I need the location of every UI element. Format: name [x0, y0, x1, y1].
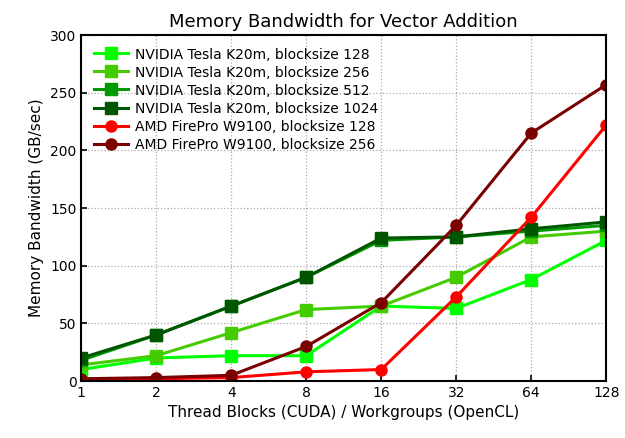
AMD FirePro W9100, blocksize 128 [78, 377, 85, 382]
AMD FirePro W9100, blocksize 256 [228, 373, 235, 378]
NVIDIA Tesla K20m, blocksize 1024 [378, 235, 385, 240]
NVIDIA Tesla K20m, blocksize 128 [378, 304, 385, 309]
NVIDIA Tesla K20m, blocksize 256 [602, 229, 610, 234]
NVIDIA Tesla K20m, blocksize 512 [228, 304, 235, 309]
AMD FirePro W9100, blocksize 128 [152, 376, 160, 381]
Line: NVIDIA Tesla K20m, blocksize 256: NVIDIA Tesla K20m, blocksize 256 [76, 226, 612, 371]
AMD FirePro W9100, blocksize 128 [452, 294, 460, 300]
Y-axis label: Memory Bandwidth (GB/sec): Memory Bandwidth (GB/sec) [29, 99, 44, 318]
NVIDIA Tesla K20m, blocksize 128 [78, 367, 85, 372]
AMD FirePro W9100, blocksize 128 [602, 122, 610, 127]
NVIDIA Tesla K20m, blocksize 256 [302, 307, 310, 312]
NVIDIA Tesla K20m, blocksize 128 [302, 353, 310, 358]
NVIDIA Tesla K20m, blocksize 128 [602, 238, 610, 243]
NVIDIA Tesla K20m, blocksize 128 [228, 353, 235, 358]
NVIDIA Tesla K20m, blocksize 512 [302, 275, 310, 280]
NVIDIA Tesla K20m, blocksize 1024 [228, 304, 235, 309]
NVIDIA Tesla K20m, blocksize 256 [78, 362, 85, 367]
AMD FirePro W9100, blocksize 256 [78, 376, 85, 381]
AMD FirePro W9100, blocksize 128 [378, 367, 385, 372]
AMD FirePro W9100, blocksize 128 [302, 369, 310, 374]
NVIDIA Tesla K20m, blocksize 512 [78, 358, 85, 363]
AMD FirePro W9100, blocksize 128 [528, 215, 535, 220]
NVIDIA Tesla K20m, blocksize 128 [452, 306, 460, 311]
NVIDIA Tesla K20m, blocksize 1024 [452, 234, 460, 240]
NVIDIA Tesla K20m, blocksize 256 [528, 234, 535, 240]
AMD FirePro W9100, blocksize 256 [602, 82, 610, 87]
NVIDIA Tesla K20m, blocksize 512 [602, 223, 610, 228]
AMD FirePro W9100, blocksize 256 [528, 131, 535, 136]
AMD FirePro W9100, blocksize 128 [228, 375, 235, 380]
Line: AMD FirePro W9100, blocksize 128: AMD FirePro W9100, blocksize 128 [76, 120, 612, 385]
Title: Memory Bandwidth for Vector Addition: Memory Bandwidth for Vector Addition [169, 13, 518, 31]
NVIDIA Tesla K20m, blocksize 512 [528, 229, 535, 234]
NVIDIA Tesla K20m, blocksize 512 [378, 238, 385, 243]
NVIDIA Tesla K20m, blocksize 1024 [602, 219, 610, 225]
NVIDIA Tesla K20m, blocksize 128 [152, 355, 160, 360]
X-axis label: Thread Blocks (CUDA) / Workgroups (OpenCL): Thread Blocks (CUDA) / Workgroups (OpenC… [168, 406, 519, 420]
NVIDIA Tesla K20m, blocksize 512 [152, 332, 160, 338]
NVIDIA Tesla K20m, blocksize 1024 [152, 332, 160, 338]
Line: AMD FirePro W9100, blocksize 256: AMD FirePro W9100, blocksize 256 [76, 79, 612, 384]
Line: NVIDIA Tesla K20m, blocksize 128: NVIDIA Tesla K20m, blocksize 128 [76, 235, 612, 375]
Line: NVIDIA Tesla K20m, blocksize 1024: NVIDIA Tesla K20m, blocksize 1024 [76, 216, 612, 364]
NVIDIA Tesla K20m, blocksize 256 [152, 353, 160, 358]
NVIDIA Tesla K20m, blocksize 128 [528, 277, 535, 282]
NVIDIA Tesla K20m, blocksize 256 [228, 330, 235, 335]
AMD FirePro W9100, blocksize 256 [378, 300, 385, 305]
NVIDIA Tesla K20m, blocksize 512 [452, 234, 460, 240]
NVIDIA Tesla K20m, blocksize 1024 [302, 275, 310, 280]
Line: NVIDIA Tesla K20m, blocksize 512: NVIDIA Tesla K20m, blocksize 512 [76, 220, 612, 366]
NVIDIA Tesla K20m, blocksize 1024 [528, 226, 535, 231]
AMD FirePro W9100, blocksize 256 [302, 344, 310, 349]
AMD FirePro W9100, blocksize 256 [452, 223, 460, 228]
NVIDIA Tesla K20m, blocksize 1024 [78, 355, 85, 360]
AMD FirePro W9100, blocksize 256 [152, 375, 160, 380]
NVIDIA Tesla K20m, blocksize 256 [378, 304, 385, 309]
NVIDIA Tesla K20m, blocksize 256 [452, 275, 460, 280]
Legend: NVIDIA Tesla K20m, blocksize 128, NVIDIA Tesla K20m, blocksize 256, NVIDIA Tesla: NVIDIA Tesla K20m, blocksize 128, NVIDIA… [88, 42, 384, 158]
